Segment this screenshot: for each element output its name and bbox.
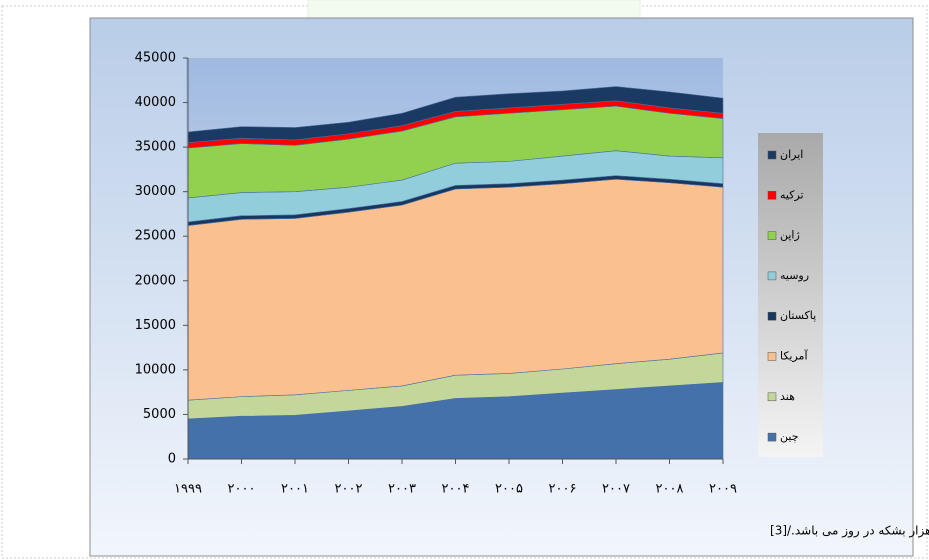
- y-tick-label: 5000: [143, 407, 176, 422]
- legend-box: [758, 133, 823, 457]
- legend-swatch: [767, 150, 777, 160]
- x-tick-label: ۲۰۰۰: [228, 482, 256, 497]
- legend-swatch: [767, 191, 777, 200]
- legend-label: ژاپن: [780, 229, 800, 242]
- legend-swatch: [767, 231, 777, 240]
- y-tick-label: 20000: [135, 273, 176, 288]
- x-tick-label: ۲۰۰۴: [442, 482, 470, 497]
- legend-swatch: [767, 311, 777, 321]
- legend-label: پاکستان: [780, 309, 816, 322]
- x-tick-label: ۲۰۰۶: [549, 482, 577, 497]
- y-tick-label: 0: [168, 452, 176, 467]
- legend-swatch: [767, 271, 777, 281]
- legend-label: ایران: [780, 148, 803, 161]
- y-tick-label: 35000: [135, 140, 176, 155]
- legend-label: چین: [780, 430, 799, 443]
- y-tick-label: 25000: [135, 229, 176, 244]
- legend-label: ترکیه: [780, 188, 804, 201]
- legend-label: آمریکا: [780, 349, 808, 363]
- x-tick-label: ۲۰۰۵: [495, 482, 523, 497]
- legend-label: هند: [780, 390, 795, 403]
- top-bar: [307, 0, 641, 19]
- x-tick-label: ۲۰۰۷: [602, 482, 630, 497]
- y-tick-label: 30000: [135, 184, 176, 199]
- x-tick-label: ۲۰۰۳: [388, 482, 416, 497]
- note: اعداد به هزار بشکه در روز می باشد./[3]: [770, 524, 929, 539]
- y-tick-label: 45000: [135, 51, 176, 66]
- x-tick-label: ۲۰۰۲: [335, 482, 363, 497]
- legend-swatch: [767, 432, 777, 442]
- legend-label: روسیه: [780, 269, 809, 282]
- y-tick-label: 10000: [135, 362, 176, 377]
- legend-swatch: [767, 352, 777, 361]
- x-tick-label: ۲۰۰۱: [281, 482, 309, 497]
- x-tick-label: ۱۹۹۹: [174, 482, 202, 497]
- legend-swatch: [767, 392, 777, 402]
- y-tick-label: 15000: [135, 318, 176, 333]
- page-frame: [1, 5, 928, 559]
- y-tick-label: 40000: [135, 95, 176, 110]
- x-tick-label: ۲۰۰۸: [656, 482, 684, 497]
- area: [187, 86, 724, 143]
- x-tick-label: ۲۰۰۹: [709, 482, 737, 497]
